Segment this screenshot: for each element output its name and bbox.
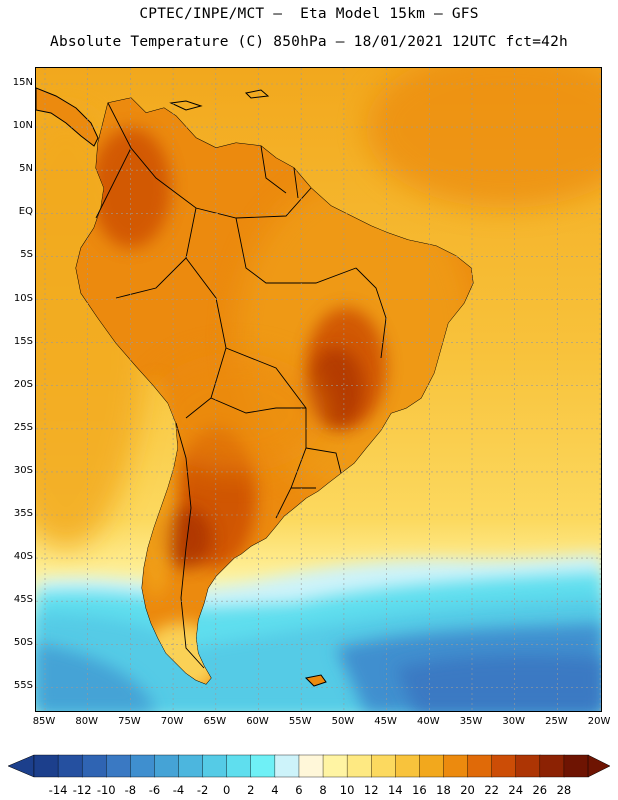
colorbar-label: -4 bbox=[172, 783, 185, 797]
colorbar-swatch bbox=[226, 754, 252, 778]
colorbar-label: 14 bbox=[387, 783, 403, 797]
caribbean-island bbox=[169, 100, 203, 111]
colorbar-swatch bbox=[298, 754, 324, 778]
longitude-label: 55W bbox=[288, 716, 312, 727]
longitude-label: 60W bbox=[246, 716, 269, 727]
colorbar-swatch bbox=[371, 754, 397, 778]
colorbar-swatch bbox=[491, 754, 517, 778]
colorbar-label: 8 bbox=[319, 783, 327, 797]
longitude-label: 35W bbox=[459, 716, 483, 727]
colorbar-label: 26 bbox=[532, 783, 548, 797]
colorbar-swatch bbox=[563, 754, 589, 778]
latitude-label: 5S bbox=[20, 249, 33, 261]
latitude-label: 25S bbox=[13, 421, 33, 433]
colorbar-swatch bbox=[106, 754, 132, 778]
colorbar-swatch bbox=[57, 754, 83, 778]
colorbar-swatch bbox=[419, 754, 445, 778]
longitude-label: 75W bbox=[118, 716, 141, 727]
colorbar-swatch bbox=[33, 754, 59, 778]
colorbar-label: 0 bbox=[223, 783, 231, 797]
latitude-label: 5N bbox=[19, 163, 33, 175]
colorbar-swatch bbox=[250, 754, 276, 778]
colorbar-swatch bbox=[274, 754, 300, 778]
colorbar-label: -2 bbox=[196, 783, 209, 797]
map-svg bbox=[36, 68, 601, 711]
colorbar-swatch bbox=[467, 754, 493, 778]
longitude-label: 40W bbox=[416, 716, 440, 727]
colorbar-swatch bbox=[81, 754, 107, 778]
colorbar-label: 6 bbox=[295, 783, 303, 797]
longitude-label: 45W bbox=[374, 716, 397, 727]
latitude-label: 20S bbox=[13, 378, 33, 390]
colorbar-swatch bbox=[178, 754, 204, 778]
colorbar-swatch bbox=[346, 754, 372, 778]
falkland-islands bbox=[304, 674, 327, 687]
map-subtitle: Absolute Temperature (C) 850hPa – 18/01/… bbox=[50, 34, 568, 50]
colorbar-label: 12 bbox=[363, 783, 379, 797]
colorbar-swatch bbox=[539, 754, 565, 778]
longitude-label: 30W bbox=[502, 716, 525, 727]
colorbar-arrow-high bbox=[587, 754, 611, 778]
colorbar-label: 18 bbox=[436, 783, 451, 797]
colorbar-label: 16 bbox=[412, 783, 427, 797]
colorbar-label: -8 bbox=[124, 783, 137, 797]
colorbar bbox=[0, 752, 618, 800]
colorbar-label: 2 bbox=[247, 783, 255, 797]
latitude-label: EQ bbox=[18, 206, 33, 218]
longitude-label: 50W bbox=[331, 716, 355, 727]
longitude-label: 85W bbox=[32, 716, 56, 727]
colorbar-swatch bbox=[202, 754, 228, 778]
colorbar-label: -12 bbox=[72, 783, 92, 797]
latitude-label: 55S bbox=[13, 680, 33, 692]
latitude-label: 15S bbox=[13, 335, 33, 347]
longitude-label: 20W bbox=[587, 716, 611, 727]
colorbar-svg bbox=[7, 754, 611, 778]
colorbar-swatch bbox=[322, 754, 348, 778]
longitude-label: 25W bbox=[545, 716, 568, 727]
longitude-label: 70W bbox=[160, 716, 184, 727]
central-america bbox=[36, 87, 99, 147]
country-borders bbox=[95, 102, 387, 669]
coldest-core bbox=[396, 655, 601, 711]
colorbar-label: 10 bbox=[339, 783, 355, 797]
caribbean-island bbox=[244, 89, 270, 99]
temperature-map[interactable] bbox=[35, 67, 602, 712]
latitude-label: 50S bbox=[13, 637, 33, 649]
colorbar-label: 20 bbox=[460, 783, 475, 797]
latitude-label: 35S bbox=[13, 508, 33, 519]
colorbar-arrow-low bbox=[7, 754, 35, 778]
longitude-label: 65W bbox=[203, 716, 227, 727]
warm-ocean-region bbox=[366, 68, 601, 208]
colorbar-swatch bbox=[154, 754, 180, 778]
latitude-label: 15N bbox=[12, 77, 33, 88]
colorbar-label: 24 bbox=[508, 783, 524, 797]
colorbar-label: -14 bbox=[48, 783, 68, 797]
longitude-label: 80W bbox=[75, 716, 98, 727]
colorbar-swatch bbox=[443, 754, 469, 778]
colorbar-label: 4 bbox=[271, 783, 279, 797]
colorbar-label: -6 bbox=[148, 783, 161, 797]
colorbar-swatch bbox=[130, 754, 156, 778]
colorbar-label: 22 bbox=[484, 783, 499, 797]
colorbar-swatch bbox=[395, 754, 421, 778]
latitude-label: 10N bbox=[12, 120, 33, 132]
latitude-label: 45S bbox=[13, 594, 33, 606]
colorbar-label: 28 bbox=[556, 783, 572, 797]
colorbar-label: -10 bbox=[96, 783, 116, 797]
latitude-label: 40S bbox=[13, 551, 33, 563]
latitude-label: 30S bbox=[13, 464, 33, 476]
map-title: CPTEC/INPE/MCT – Eta Model 15km – GFS bbox=[139, 6, 479, 22]
colorbar-swatch bbox=[515, 754, 541, 778]
cold-core-west bbox=[36, 643, 156, 711]
latitude-label: 10S bbox=[13, 292, 33, 304]
